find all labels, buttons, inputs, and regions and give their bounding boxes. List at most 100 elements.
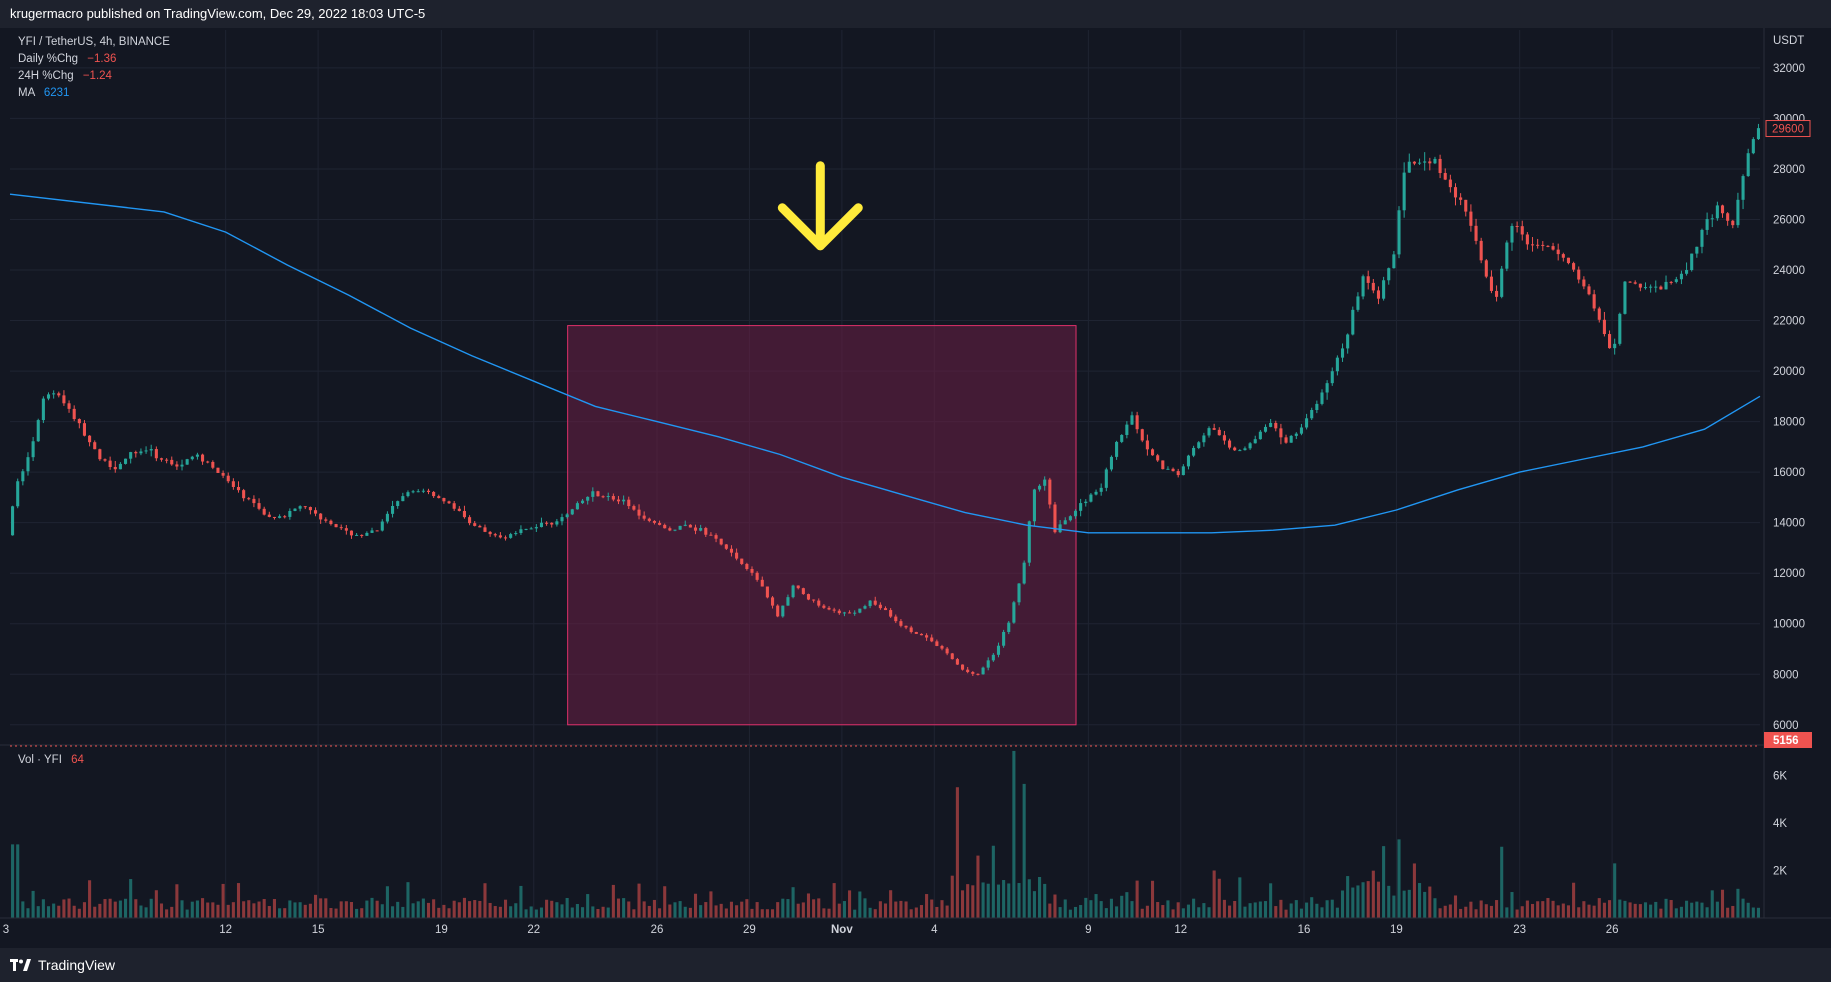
candle-body — [108, 460, 112, 467]
volume-bar — [26, 908, 30, 918]
volume-bar — [1181, 908, 1185, 918]
candle-body — [1520, 226, 1524, 235]
candle-body — [1022, 562, 1026, 584]
volume-bar — [1628, 902, 1632, 918]
volume-bar — [627, 901, 631, 918]
volume-bar — [1685, 900, 1689, 918]
candle-body — [960, 664, 965, 670]
volume-bar — [1423, 891, 1427, 918]
ma-row[interactable]: MA 6231 — [18, 85, 170, 102]
candle-body — [1530, 244, 1535, 246]
volume-bar — [88, 880, 92, 918]
candle-body — [1643, 287, 1648, 289]
candle-body — [1181, 466, 1185, 476]
candle-body — [1150, 449, 1155, 456]
candle-body — [1053, 504, 1057, 533]
volume-bar — [144, 907, 148, 918]
candle-body — [324, 519, 328, 521]
volume-bar — [1279, 899, 1283, 918]
candle-body — [837, 610, 841, 614]
volume-bar — [293, 902, 297, 918]
candle-body — [699, 528, 703, 531]
volume-bar — [52, 903, 56, 918]
volume-bar — [601, 906, 605, 918]
candle-body — [1638, 283, 1642, 288]
candle-body — [380, 521, 384, 531]
volume-bar — [1397, 839, 1401, 918]
time-tick-label: 19 — [1390, 924, 1403, 936]
volume-bar — [360, 908, 364, 918]
candle-body — [678, 525, 682, 530]
volume-bar — [1412, 863, 1416, 918]
volume-bar — [801, 902, 805, 918]
volume-bar — [103, 899, 107, 918]
symbol-line[interactable]: YFI / TetherUS, 4h, BINANCE — [18, 36, 170, 48]
candle-body — [1202, 435, 1206, 443]
candle-body — [966, 669, 970, 673]
candle-body — [1464, 199, 1468, 212]
volume-bars — [11, 750, 1760, 918]
volume-bar — [1582, 901, 1586, 918]
time-tick-label: 16 — [1298, 924, 1311, 936]
candle-body — [519, 529, 523, 534]
candle-body — [1669, 281, 1673, 283]
volume-bar — [925, 894, 929, 918]
volume-bar — [611, 884, 615, 918]
candle-body — [236, 486, 241, 491]
candle-body — [565, 514, 569, 518]
volume-bar — [1700, 902, 1704, 918]
candle-body — [1371, 282, 1375, 291]
volume-bar — [1176, 902, 1180, 918]
volume-bar — [355, 908, 359, 918]
candle-body — [1330, 371, 1334, 384]
volume-bar — [129, 879, 133, 918]
price-chart[interactable]: USDT 6000 8000 10000 12000 14000 16000 18000 200… — [0, 28, 1831, 948]
volume-bar — [1520, 906, 1524, 918]
volume-bar — [1469, 901, 1473, 918]
volume-bar — [1197, 907, 1201, 918]
volume-bar — [878, 901, 882, 918]
candle-body — [1751, 139, 1755, 154]
volume-bar — [955, 787, 959, 918]
candle-body — [673, 529, 677, 531]
candle-body — [1289, 435, 1293, 443]
volume-bar — [1674, 908, 1678, 918]
volume-bar — [1315, 903, 1319, 918]
volume-bar — [904, 901, 908, 918]
volume-bar — [1094, 894, 1098, 918]
candle-body — [11, 506, 15, 536]
volume-bar — [1027, 879, 1031, 918]
candle-body — [391, 505, 395, 514]
volume-bar — [719, 903, 723, 918]
candle-body — [1094, 491, 1098, 495]
candle-body — [652, 520, 656, 523]
tradingview-logo[interactable]: TradingView — [10, 957, 115, 973]
candle-body — [591, 491, 595, 497]
candle-body — [1156, 455, 1160, 461]
volume-bar — [1305, 902, 1309, 918]
candle-body — [693, 527, 698, 531]
candle-body — [919, 633, 923, 636]
candle-body — [170, 459, 174, 465]
price-tick-label: 10000 — [1773, 619, 1805, 631]
volume-legend[interactable]: Vol · YFI 64 — [18, 754, 84, 766]
volume-bar — [1695, 901, 1699, 918]
volume-bar — [175, 884, 179, 918]
candle-body — [1243, 448, 1247, 451]
candle-body — [1115, 441, 1119, 457]
volume-bar — [899, 900, 903, 918]
volume-bar — [41, 899, 45, 918]
candle-body — [1315, 403, 1319, 411]
volume-bar — [853, 909, 857, 918]
candle-body — [1310, 410, 1314, 419]
volume-bar — [478, 900, 482, 918]
candle-body — [637, 509, 641, 516]
annotation-arrow — [777, 161, 863, 251]
candle-body — [267, 514, 271, 517]
candle-body — [750, 569, 754, 573]
candle-body — [853, 612, 857, 614]
volume-bar — [324, 898, 328, 918]
candle-body — [1284, 437, 1288, 443]
volume-bar — [1263, 901, 1268, 918]
volume-bar — [550, 900, 554, 918]
